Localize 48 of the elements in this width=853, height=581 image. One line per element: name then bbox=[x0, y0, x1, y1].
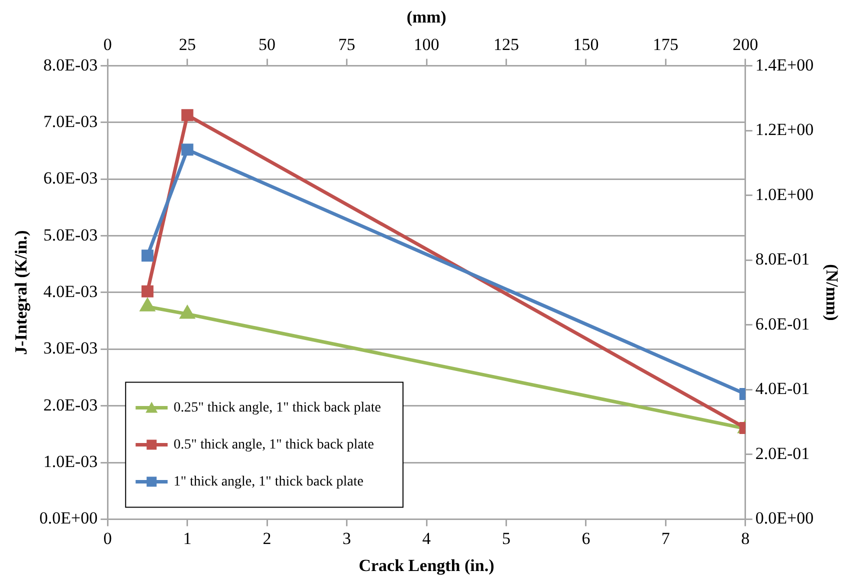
x2-tick-label: 175 bbox=[652, 35, 678, 54]
x2-tick-label: 200 bbox=[732, 35, 758, 54]
point bbox=[181, 109, 194, 122]
x2-tick-label: 50 bbox=[258, 35, 276, 54]
point bbox=[141, 250, 154, 262]
y2-tick-label: 6.0E-01 bbox=[755, 314, 810, 334]
x-tick-label: 5 bbox=[502, 528, 510, 548]
x2-tick-label: 125 bbox=[493, 35, 519, 54]
y2-tick-label: 0.0E+00 bbox=[755, 508, 814, 528]
x-tick-label: 0 bbox=[103, 528, 112, 548]
x-axis-title: Crack Length (in.) bbox=[358, 556, 494, 576]
y-tick-label: 8.0E-03 bbox=[43, 55, 98, 74]
legend-label: 1" thick angle, 1" thick back plate bbox=[174, 474, 364, 490]
x-tick-label: 8 bbox=[741, 528, 750, 548]
y-tick-label: 1.0E-03 bbox=[43, 452, 98, 471]
y-axis-title: J-Integral (K/in.) bbox=[12, 230, 31, 355]
x-tick-label: 1 bbox=[183, 528, 192, 548]
point bbox=[181, 144, 194, 156]
y-tick-label: 0.0E+00 bbox=[39, 508, 98, 528]
x-tick-label: 2 bbox=[262, 528, 272, 548]
x2-tick-label: 0 bbox=[103, 35, 112, 54]
y-tick-label: 2.0E-03 bbox=[43, 395, 98, 414]
x-tick-label: 6 bbox=[582, 528, 590, 548]
legend-label: 0.25" thick angle, 1" thick back plate bbox=[174, 400, 381, 416]
x-tick-label: 3 bbox=[342, 528, 352, 548]
x2-axis-title: (mm) bbox=[406, 8, 446, 27]
point bbox=[180, 306, 194, 319]
y-tick-label: 3.0E-03 bbox=[43, 338, 98, 358]
x-tick-label: 4 bbox=[422, 528, 432, 548]
y-tick-label: 4.0E-03 bbox=[43, 282, 98, 301]
point bbox=[141, 285, 154, 298]
x2-tick-label: 75 bbox=[338, 35, 356, 54]
y2-axis-title: (N/mm) bbox=[822, 264, 842, 321]
y2-tick-label: 4.0E-01 bbox=[755, 379, 810, 398]
y2-tick-label: 1.4E+00 bbox=[755, 55, 814, 74]
y2-tick-label: 1.2E+00 bbox=[755, 120, 814, 140]
x2-tick-label: 25 bbox=[178, 35, 196, 54]
x-tick-label: 7 bbox=[661, 528, 670, 548]
point bbox=[140, 298, 154, 312]
x2-tick-label: 150 bbox=[573, 35, 599, 54]
y-tick-label: 6.0E-03 bbox=[43, 168, 98, 188]
y-tick-label: 7.0E-03 bbox=[43, 112, 98, 131]
y-tick-label: 5.0E-03 bbox=[43, 225, 98, 244]
y2-tick-label: 1.0E+00 bbox=[755, 184, 814, 204]
x2-tick-label: 100 bbox=[414, 35, 440, 54]
y2-tick-label: 2.0E-01 bbox=[755, 444, 810, 463]
y2-tick-label: 8.0E-01 bbox=[755, 250, 810, 269]
legend-label: 0.5" thick angle, 1" thick back plate bbox=[174, 437, 374, 452]
